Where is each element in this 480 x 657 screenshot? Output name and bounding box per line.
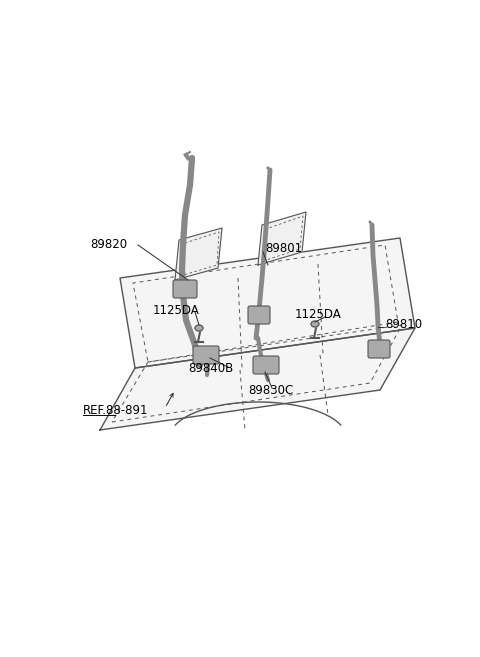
Ellipse shape — [311, 321, 319, 327]
FancyBboxPatch shape — [253, 356, 279, 374]
Text: 89840B: 89840B — [188, 361, 233, 374]
Text: 1125DA: 1125DA — [153, 304, 200, 317]
Ellipse shape — [195, 325, 203, 331]
Text: 89810: 89810 — [385, 319, 422, 332]
Text: 89830C: 89830C — [248, 384, 293, 397]
Text: REF.88-891: REF.88-891 — [83, 403, 148, 417]
FancyBboxPatch shape — [193, 346, 219, 364]
Polygon shape — [175, 228, 222, 280]
FancyBboxPatch shape — [368, 340, 390, 358]
Text: 89820: 89820 — [90, 238, 127, 252]
FancyBboxPatch shape — [173, 280, 197, 298]
Text: 1125DA: 1125DA — [295, 309, 342, 321]
Polygon shape — [120, 238, 415, 368]
Text: 89801: 89801 — [265, 242, 302, 254]
Polygon shape — [100, 328, 415, 430]
FancyBboxPatch shape — [248, 306, 270, 324]
Polygon shape — [258, 212, 306, 265]
